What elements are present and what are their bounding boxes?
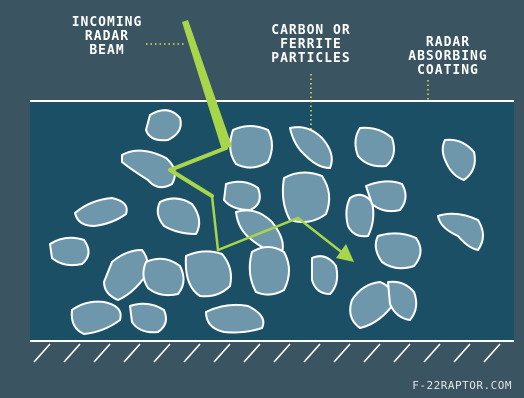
scattered-beam xyxy=(168,146,354,262)
particle xyxy=(121,149,176,189)
particle xyxy=(49,236,90,267)
particle xyxy=(74,197,128,227)
particle xyxy=(156,197,201,235)
beam-reflection-1 xyxy=(168,146,228,198)
surface-hatching xyxy=(33,343,501,363)
particle xyxy=(311,255,339,295)
source-credit: F-22RAPTOR.COM xyxy=(412,379,512,392)
beam-reflection-3 xyxy=(216,216,300,252)
particle xyxy=(142,257,185,297)
particle xyxy=(289,126,333,169)
beam-arrowhead xyxy=(336,244,354,262)
particle xyxy=(354,126,395,168)
particle xyxy=(437,212,484,251)
particle xyxy=(184,250,232,298)
particles xyxy=(49,109,484,335)
particle xyxy=(70,300,122,335)
particle xyxy=(374,232,422,270)
particle xyxy=(129,302,167,334)
particle xyxy=(281,171,331,223)
beam-reflection-2 xyxy=(210,194,220,252)
label-radar-absorbing-coating: RADAR ABSORBING COATING xyxy=(408,35,488,78)
particle xyxy=(229,125,273,169)
label-incoming-radar-beam: INCOMING RADAR BEAM xyxy=(71,15,143,58)
particle xyxy=(205,303,265,334)
particle xyxy=(441,138,476,181)
incoming-beam xyxy=(182,20,232,150)
particle xyxy=(223,180,261,211)
particle xyxy=(365,180,407,213)
particle xyxy=(248,246,290,296)
leader-lines xyxy=(146,43,429,132)
particle xyxy=(387,280,418,321)
particle xyxy=(345,193,375,238)
label-particles: CARBON OR FERRITE PARTICLES xyxy=(271,23,351,66)
particle xyxy=(145,109,182,142)
beam-reflection-4 xyxy=(296,216,346,256)
